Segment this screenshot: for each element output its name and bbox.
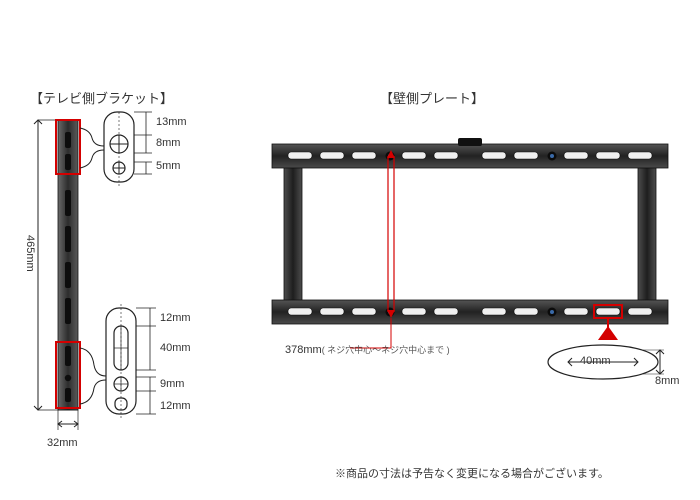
- top-detail-d3: 5mm: [156, 160, 180, 172]
- plate-vertical-label: 378mm( ネジ穴中心～ネジ穴中心まで ): [285, 343, 450, 356]
- slot-width-label: 40mm: [580, 355, 611, 367]
- bottom-detail-d3: 9mm: [160, 378, 184, 390]
- tv-bracket-title: 【テレビ側ブラケット】: [30, 88, 173, 107]
- disclaimer-text: ※商品の寸法は予告なく変更になる場合がございます。: [335, 465, 609, 481]
- bracket-width-label: 32mm: [47, 437, 78, 449]
- bracket-height-label: 465mm: [24, 235, 36, 272]
- wall-plate-svg: [260, 120, 680, 430]
- plate-vertical-note: ( ネジ穴中心～ネジ穴中心まで ): [322, 345, 450, 355]
- bottom-detail-d2: 40mm: [160, 342, 191, 354]
- tv-bracket-svg: [20, 110, 250, 450]
- slot-height-label: 8mm: [655, 375, 679, 387]
- top-detail-d1: 13mm: [156, 116, 187, 128]
- wall-plate-title: 【壁側プレート】: [380, 88, 484, 107]
- top-detail-d2: 8mm: [156, 137, 180, 149]
- plate-vertical-value: 378mm: [285, 344, 322, 356]
- bottom-detail-d1: 12mm: [160, 312, 191, 324]
- bottom-detail-d4: 12mm: [160, 400, 191, 412]
